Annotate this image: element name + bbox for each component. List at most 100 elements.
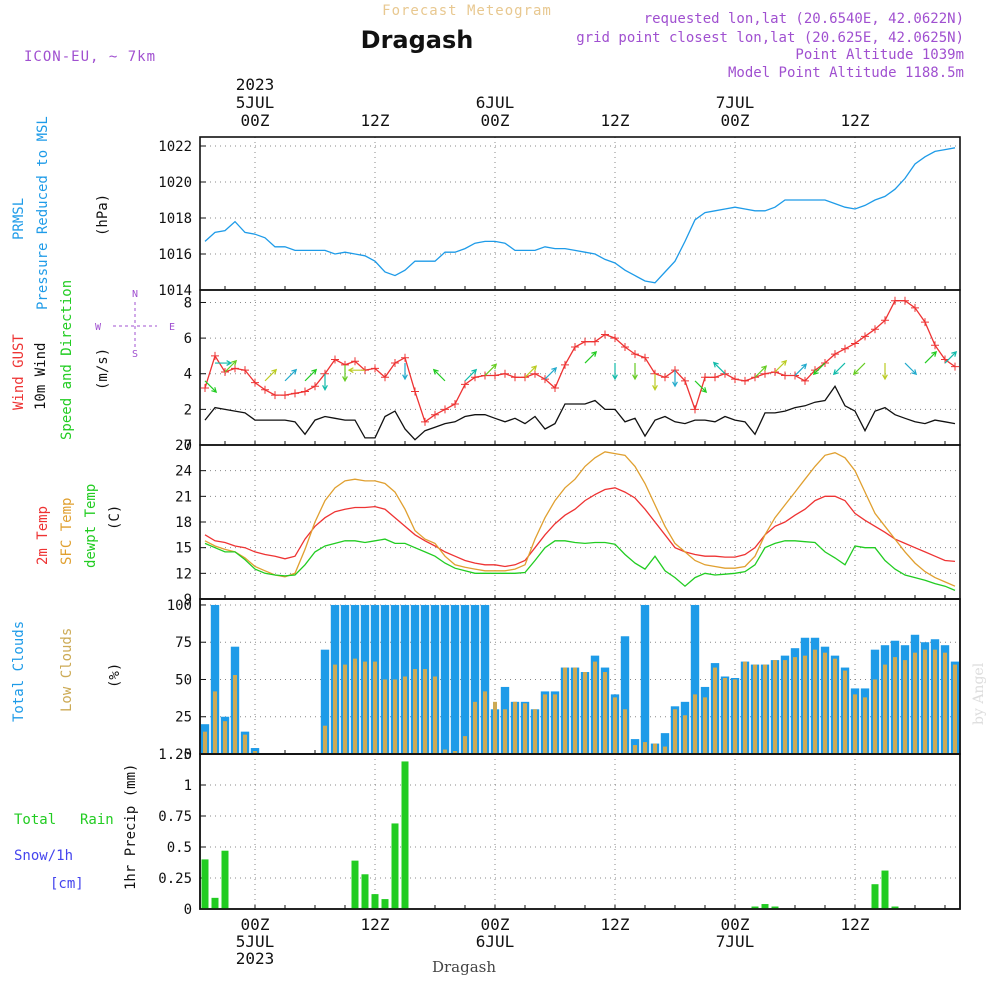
y-tick-label: 1014 (158, 283, 192, 299)
wind-direction-arrow (464, 368, 478, 382)
y-tick-label: 27 (175, 438, 192, 454)
low-cloud-bar (623, 709, 627, 754)
gust-marker (441, 405, 449, 414)
low-cloud-bar (943, 652, 947, 754)
gust-marker (731, 375, 739, 384)
wind-panel: 0 2 4 6 8 (184, 289, 961, 454)
gust-marker (501, 369, 509, 378)
gust-marker (471, 373, 479, 382)
compass-east: E (169, 322, 175, 333)
rain-bar (381, 899, 389, 909)
low-cloud-bar (763, 664, 767, 754)
y-tick-label: 6 (184, 331, 192, 347)
low-cloud-bar (473, 701, 477, 754)
y-tick-label: 4 (184, 367, 192, 383)
rain-bar (751, 906, 759, 909)
total-clouds-label: Total Clouds (11, 621, 27, 722)
temp-sfc-line (204, 451, 956, 587)
rain-bar (771, 906, 779, 909)
wind-direction-arrow (544, 366, 558, 380)
low-cloud-bar (683, 715, 687, 754)
snow-unit-label: [cm] (50, 876, 84, 892)
top-time-label: 12Z (601, 111, 630, 130)
pressure-line (204, 147, 956, 284)
y-tick-label: 1022 (158, 139, 192, 155)
y-tick-label: 1.25 (158, 747, 192, 763)
gust-marker (511, 373, 519, 382)
low-cloud-bar (633, 745, 637, 754)
location-title: Dragash (361, 26, 474, 54)
low-cloud-bar (723, 677, 727, 754)
low-cloud-bar (913, 652, 917, 754)
gust-marker (281, 391, 289, 400)
panel-frame (199, 136, 961, 291)
total-cloud-bar (690, 604, 700, 754)
wind-direction-arrow (712, 361, 726, 375)
low-cloud-bar (343, 664, 347, 754)
wind-direction-arrow (904, 362, 918, 376)
gust-marker (521, 373, 529, 382)
low-cloud-bar (493, 701, 497, 754)
compass-icon: N S W E (95, 289, 175, 360)
rain-bar (351, 860, 359, 909)
low-cloud-bar (553, 694, 557, 754)
gust-marker (251, 378, 259, 387)
precip-labels: Total Rain Snow/1h [cm] 1hr Precip (mm) (14, 764, 139, 892)
low-cloud-bar (363, 661, 367, 754)
gust-marker (571, 343, 579, 352)
wind-direction-arrow (672, 370, 678, 388)
gust-marker (951, 362, 959, 371)
wind-direction-arrow (794, 363, 808, 376)
bottom-time-label: 5JUL (236, 932, 275, 951)
gust-marker (641, 353, 649, 362)
y-tick-label: 100 (167, 598, 192, 614)
low-cloud-bar (393, 679, 397, 754)
y-tick-label: 50 (175, 672, 192, 688)
wind-direction-arrow (204, 380, 218, 393)
low-cloud-bar (523, 703, 527, 754)
total-cloud-bar (620, 636, 630, 754)
rain-bar (401, 761, 409, 909)
low-cloud-bar (783, 660, 787, 754)
low-cloud-bar (563, 667, 567, 754)
total-cloud-bar (640, 604, 650, 754)
pressure-description-label: Pressure Reduced to MSL (35, 116, 51, 310)
gust-marker (611, 334, 619, 343)
low-cloud-bar (373, 661, 377, 754)
bottom-time-label: 00Z (481, 915, 510, 934)
y-tick-label: 24 (175, 464, 192, 480)
low-cloud-bar (773, 660, 777, 754)
y-tick-label: 25 (175, 710, 192, 726)
requested-point: requested lon,lat (20.6540E, 42.0622N) (644, 11, 964, 27)
y-tick-label: 0 (184, 902, 192, 918)
low-cloud-bar (483, 691, 487, 754)
gust-marker (701, 373, 709, 382)
bottom-time-label: 7JUL (716, 932, 755, 951)
low-cloud-bar (713, 667, 717, 754)
wind-direction-arrow (774, 359, 788, 373)
wind-direction-arrow (832, 362, 846, 376)
compass-north: N (132, 289, 138, 300)
total-label: Total (14, 812, 56, 828)
product-title: Forecast Meteogram (382, 3, 552, 19)
gust-marker (301, 387, 309, 396)
low-cloud-bar (673, 709, 677, 754)
wind-direction-arrow (284, 368, 298, 382)
wind-speed-direction-label: Speed and Direction (59, 280, 75, 440)
gust-marker (491, 371, 499, 380)
gust-marker (311, 382, 319, 391)
point-altitude: Point Altitude 1039m (795, 47, 964, 63)
total-cloud-bar (470, 604, 480, 754)
temp-2m-line (204, 487, 956, 568)
low-cloud-bar (253, 751, 257, 754)
low-cloud-bar (733, 679, 737, 754)
gust-marker (601, 330, 609, 339)
wind-direction-arrow (812, 362, 826, 376)
low-cloud-bar (573, 667, 577, 754)
top-time-label: 7JUL (716, 93, 755, 112)
temperature-labels: 2m Temp SFC Temp dewpt Temp (C) (35, 484, 123, 568)
top-time-label: 00Z (241, 111, 270, 130)
clouds-panel: 0 25 50 75 100 (167, 598, 961, 763)
y-tick-label: 8 (184, 295, 192, 311)
gust-marker (581, 337, 589, 346)
